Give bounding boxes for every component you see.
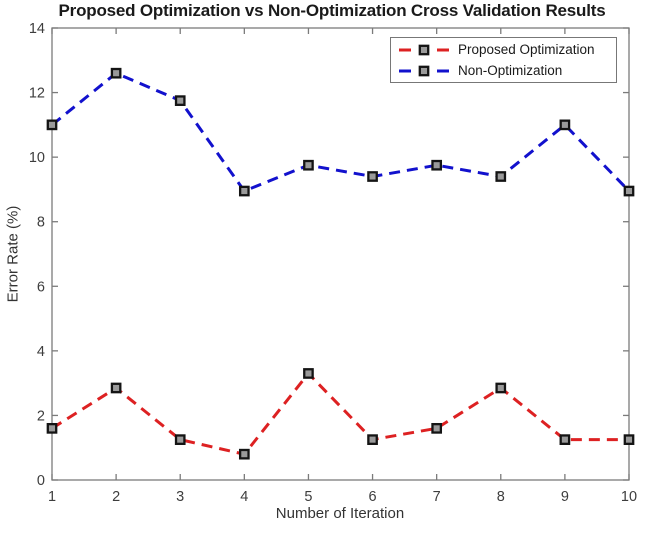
legend-item-non-optimization: Non-Optimization bbox=[398, 62, 616, 80]
data-point-marker bbox=[623, 434, 635, 445]
x-tick-label: 5 bbox=[304, 489, 312, 505]
x-tick-label: 4 bbox=[240, 489, 248, 505]
series-line bbox=[51, 71, 631, 193]
y-tick-label: 12 bbox=[29, 86, 45, 102]
x-tick-label: 6 bbox=[369, 489, 377, 505]
x-axis-label: Number of Iteration bbox=[275, 505, 405, 522]
x-tick-label: 9 bbox=[561, 489, 569, 505]
x-tick-label: 10 bbox=[621, 489, 637, 505]
x-tick-label: 3 bbox=[176, 489, 184, 505]
y-tick-label: 14 bbox=[29, 21, 45, 37]
y-tick-label: 10 bbox=[29, 150, 45, 166]
axes-box bbox=[51, 27, 630, 481]
data-point-marker bbox=[559, 119, 571, 131]
y-axis-label: Error Rate (%) bbox=[4, 205, 22, 303]
x-tick-label: 8 bbox=[497, 489, 505, 505]
series-line bbox=[51, 371, 629, 456]
legend-item-proposed-optimization: Proposed Optimization bbox=[398, 41, 616, 59]
x-tick-label: 7 bbox=[433, 489, 441, 505]
data-point-marker bbox=[46, 422, 58, 434]
data-point-marker bbox=[174, 434, 186, 445]
data-point-marker bbox=[495, 382, 507, 394]
data-point-marker bbox=[238, 448, 250, 460]
data-point-marker bbox=[110, 382, 122, 394]
y-tick-label: 0 bbox=[37, 473, 45, 489]
data-point-marker bbox=[110, 67, 122, 79]
y-tick-label: 6 bbox=[37, 279, 45, 295]
data-point-marker bbox=[431, 159, 443, 171]
x-tick-label: 2 bbox=[112, 489, 120, 505]
y-tick-label: 8 bbox=[37, 215, 45, 231]
legend-line-sample-icon bbox=[399, 65, 449, 76]
legend-line-sample-icon bbox=[399, 44, 449, 55]
data-point-marker bbox=[431, 422, 443, 434]
data-point-marker bbox=[303, 368, 314, 379]
legend-label: Proposed Optimization bbox=[458, 42, 595, 57]
legend-marker bbox=[418, 65, 430, 76]
data-point-marker bbox=[238, 185, 250, 197]
y-tick-label: 2 bbox=[37, 408, 45, 424]
legend: Proposed Optimization Non-Optimization bbox=[390, 37, 617, 83]
x-tick-label: 1 bbox=[48, 489, 56, 505]
data-point-marker bbox=[495, 171, 507, 182]
data-point-marker bbox=[559, 434, 571, 445]
data-point-marker bbox=[303, 159, 314, 171]
data-point-marker bbox=[623, 185, 635, 197]
data-point-marker bbox=[46, 119, 58, 131]
legend-marker bbox=[418, 44, 430, 55]
data-point-marker bbox=[367, 171, 378, 182]
data-point-marker bbox=[174, 95, 186, 106]
data-point-marker bbox=[367, 434, 378, 445]
y-tick-label: 4 bbox=[37, 344, 45, 360]
legend-label: Non-Optimization bbox=[458, 63, 563, 78]
chart-title: Proposed Optimization vs Non-Optimizatio… bbox=[58, 1, 606, 20]
